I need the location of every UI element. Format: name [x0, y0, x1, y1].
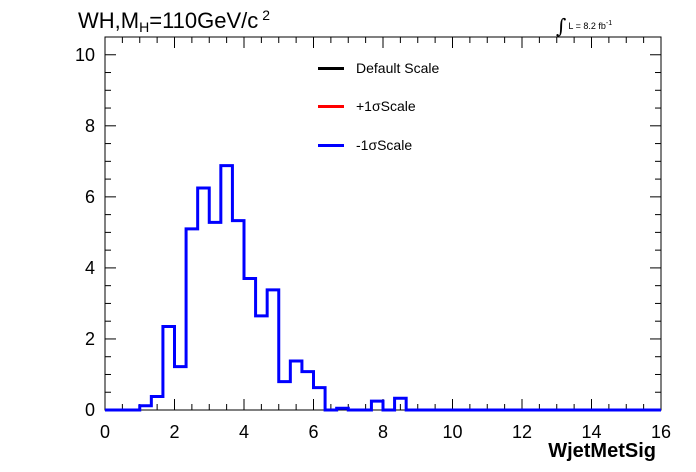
title-mid: =110GeV/c — [149, 8, 259, 33]
legend-swatch-minus1sigma — [318, 143, 344, 147]
chart-title: WH,MH=110GeV/c 2 — [78, 7, 271, 35]
x-tick-label: 16 — [651, 422, 671, 442]
lumi-superscript: -1 — [605, 20, 613, 27]
x-tick-label: 8 — [378, 422, 388, 442]
legend-item-default: Default Scale — [318, 58, 439, 78]
x-tick-label: 14 — [581, 422, 601, 442]
legend-label-plus1sigma: +1σScale — [356, 98, 416, 114]
histogram-series-minus1sigma — [105, 164, 661, 412]
legend-item-plus1sigma: +1σScale — [318, 96, 416, 116]
y-tick-label: 8 — [85, 116, 95, 136]
legend-swatch-plus1sigma — [318, 104, 344, 108]
legend-item-minus1sigma: -1σScale — [318, 135, 412, 155]
title-prefix: WH,M — [78, 8, 140, 33]
x-tick-label: 12 — [512, 422, 532, 442]
y-tick-label: 2 — [85, 329, 95, 349]
y-tick-label: 6 — [85, 187, 95, 207]
lumi-text: L = 8.2 fb — [568, 21, 606, 31]
x-tick-label: 10 — [442, 422, 462, 442]
legend-label-default: Default Scale — [356, 60, 440, 76]
title-subscript: H — [139, 19, 150, 35]
legend-label-minus1sigma: -1σScale — [356, 137, 413, 153]
x-tick-label: 0 — [100, 422, 110, 442]
x-tick-label: 2 — [169, 422, 179, 442]
plot-frame — [104, 36, 662, 411]
title-superscript: 2 — [262, 7, 271, 23]
x-tick-label: 4 — [239, 422, 249, 442]
integral-icon: ∫ — [556, 14, 567, 38]
legend-swatch-default — [318, 66, 344, 70]
x-tick-label: 6 — [308, 422, 318, 442]
luminosity-label: ∫ L = 8.2 fb-1 — [556, 10, 613, 38]
y-tick-label: 0 — [85, 400, 95, 420]
y-tick-label: 4 — [85, 258, 95, 278]
y-tick-label: 10 — [75, 45, 95, 65]
x-axis-label: WjetMetSig — [548, 440, 656, 462]
